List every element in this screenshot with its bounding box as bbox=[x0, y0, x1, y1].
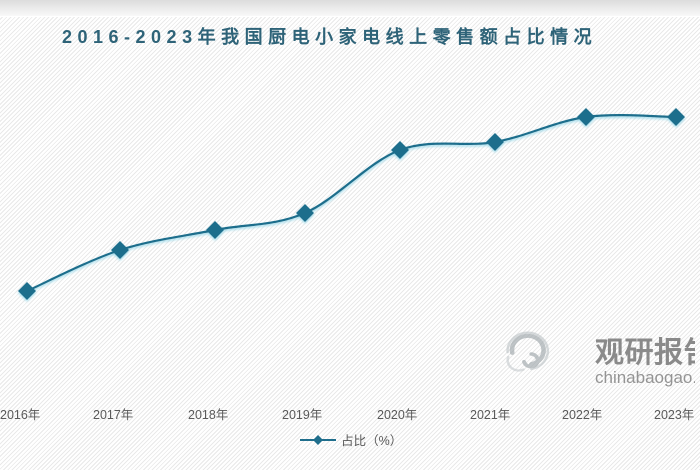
svg-text:chinabaogao.com: chinabaogao.com bbox=[595, 368, 695, 387]
svg-text:观研报告网: 观研报告网 bbox=[595, 336, 695, 369]
